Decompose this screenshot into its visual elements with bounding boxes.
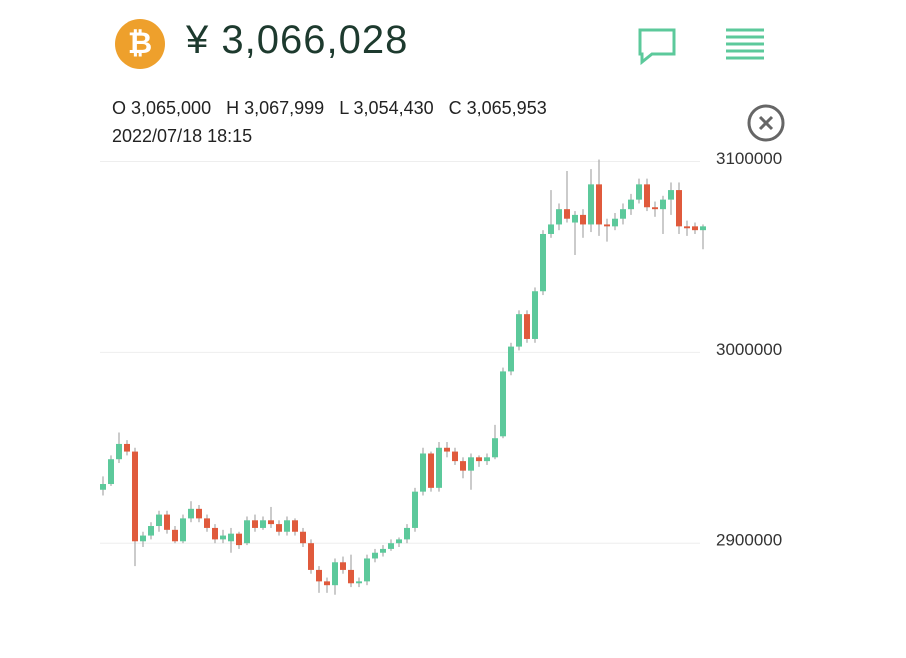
candle-body [652, 207, 658, 210]
close-button[interactable] [747, 104, 785, 142]
candle-body [636, 184, 642, 200]
candle-body [132, 451, 138, 542]
y-tick-label: 3000000 [716, 340, 782, 359]
candle-body [164, 514, 170, 530]
candle-body [316, 569, 322, 582]
candle-body [444, 447, 450, 452]
candle-body [276, 524, 282, 532]
candle-body [452, 451, 458, 462]
candle-body [308, 543, 314, 570]
candle-body [692, 226, 698, 231]
menu-icon[interactable] [726, 28, 764, 60]
bitcoin-icon: ₿ [115, 19, 165, 69]
candle-body [540, 233, 546, 292]
candle-body [428, 453, 434, 488]
candle-body [188, 508, 194, 519]
candle-body [236, 533, 242, 546]
candle-body [300, 531, 306, 544]
candle-body [548, 224, 554, 234]
candle-body [508, 346, 514, 372]
candle-body [244, 520, 250, 544]
candle-body [212, 527, 218, 540]
candle-body [668, 190, 674, 200]
candle-body [324, 581, 330, 586]
close: C 3,065,953 [448, 98, 547, 118]
candle-body [388, 543, 394, 549]
candle-body [372, 552, 378, 559]
candle-body [612, 218, 618, 227]
candle-body [412, 491, 418, 528]
candle-body [492, 438, 498, 458]
candle-body [604, 224, 610, 227]
candle-body [116, 443, 122, 460]
candle-body [148, 526, 154, 536]
candle-body [404, 527, 410, 540]
candle-body [260, 520, 266, 528]
candle-body [172, 529, 178, 542]
candle-body [684, 226, 690, 229]
y-tick-label: 2900000 [716, 531, 782, 550]
candle-body [140, 535, 146, 542]
candle-body [396, 539, 402, 544]
candle-body [532, 291, 538, 339]
candle-body [332, 562, 338, 586]
candle-body [100, 484, 106, 490]
candle-body [468, 457, 474, 471]
candle-body [500, 371, 506, 437]
candle-body [420, 453, 426, 492]
candle-body [484, 457, 490, 462]
candle-body [516, 314, 522, 347]
candle-body [628, 199, 634, 210]
candle-body [660, 199, 666, 210]
candle-body [156, 514, 162, 527]
candle-body [460, 461, 466, 471]
svg-text:₿: ₿ [128, 27, 152, 60]
candle-body [588, 184, 594, 225]
candle-body [340, 562, 346, 570]
candle-body [268, 520, 274, 525]
candle-body [644, 184, 650, 208]
candle-body [204, 518, 210, 528]
candle-body [228, 533, 234, 542]
candle-body [252, 520, 258, 528]
candle-body [364, 558, 370, 582]
candle-body [676, 190, 682, 227]
candle-body [108, 459, 114, 485]
y-tick-label: 3100000 [716, 149, 782, 168]
open: O 3,065,000 [112, 98, 212, 118]
candle-body [580, 214, 586, 225]
chat-icon[interactable] [638, 28, 676, 66]
candle-body [572, 214, 578, 223]
candle-body [620, 209, 626, 219]
candle-body [380, 548, 386, 553]
price: ¥ 3,066,028 [186, 18, 409, 62]
candle-body [556, 209, 562, 225]
high: H 3,067,999 [226, 98, 325, 118]
candle-body [524, 314, 530, 339]
low: L 3,054,430 [339, 98, 434, 118]
ohlc: O 3,065,000 H 3,067,999 L 3,054,430 C 3,… [112, 98, 557, 119]
candle-body [436, 447, 442, 488]
candle-body [220, 535, 226, 540]
datetime: 2022/07/18 18:15 [112, 126, 253, 146]
candle-body [284, 520, 290, 532]
candle-body [700, 226, 706, 231]
candle-body [356, 581, 362, 584]
candle-body [292, 520, 298, 532]
candle-body [596, 184, 602, 225]
candle-body [196, 508, 202, 519]
candle-body [348, 569, 354, 584]
candle-body [124, 443, 130, 452]
candle-body [564, 209, 570, 219]
candle-body [180, 518, 186, 542]
candle-body [476, 457, 482, 462]
